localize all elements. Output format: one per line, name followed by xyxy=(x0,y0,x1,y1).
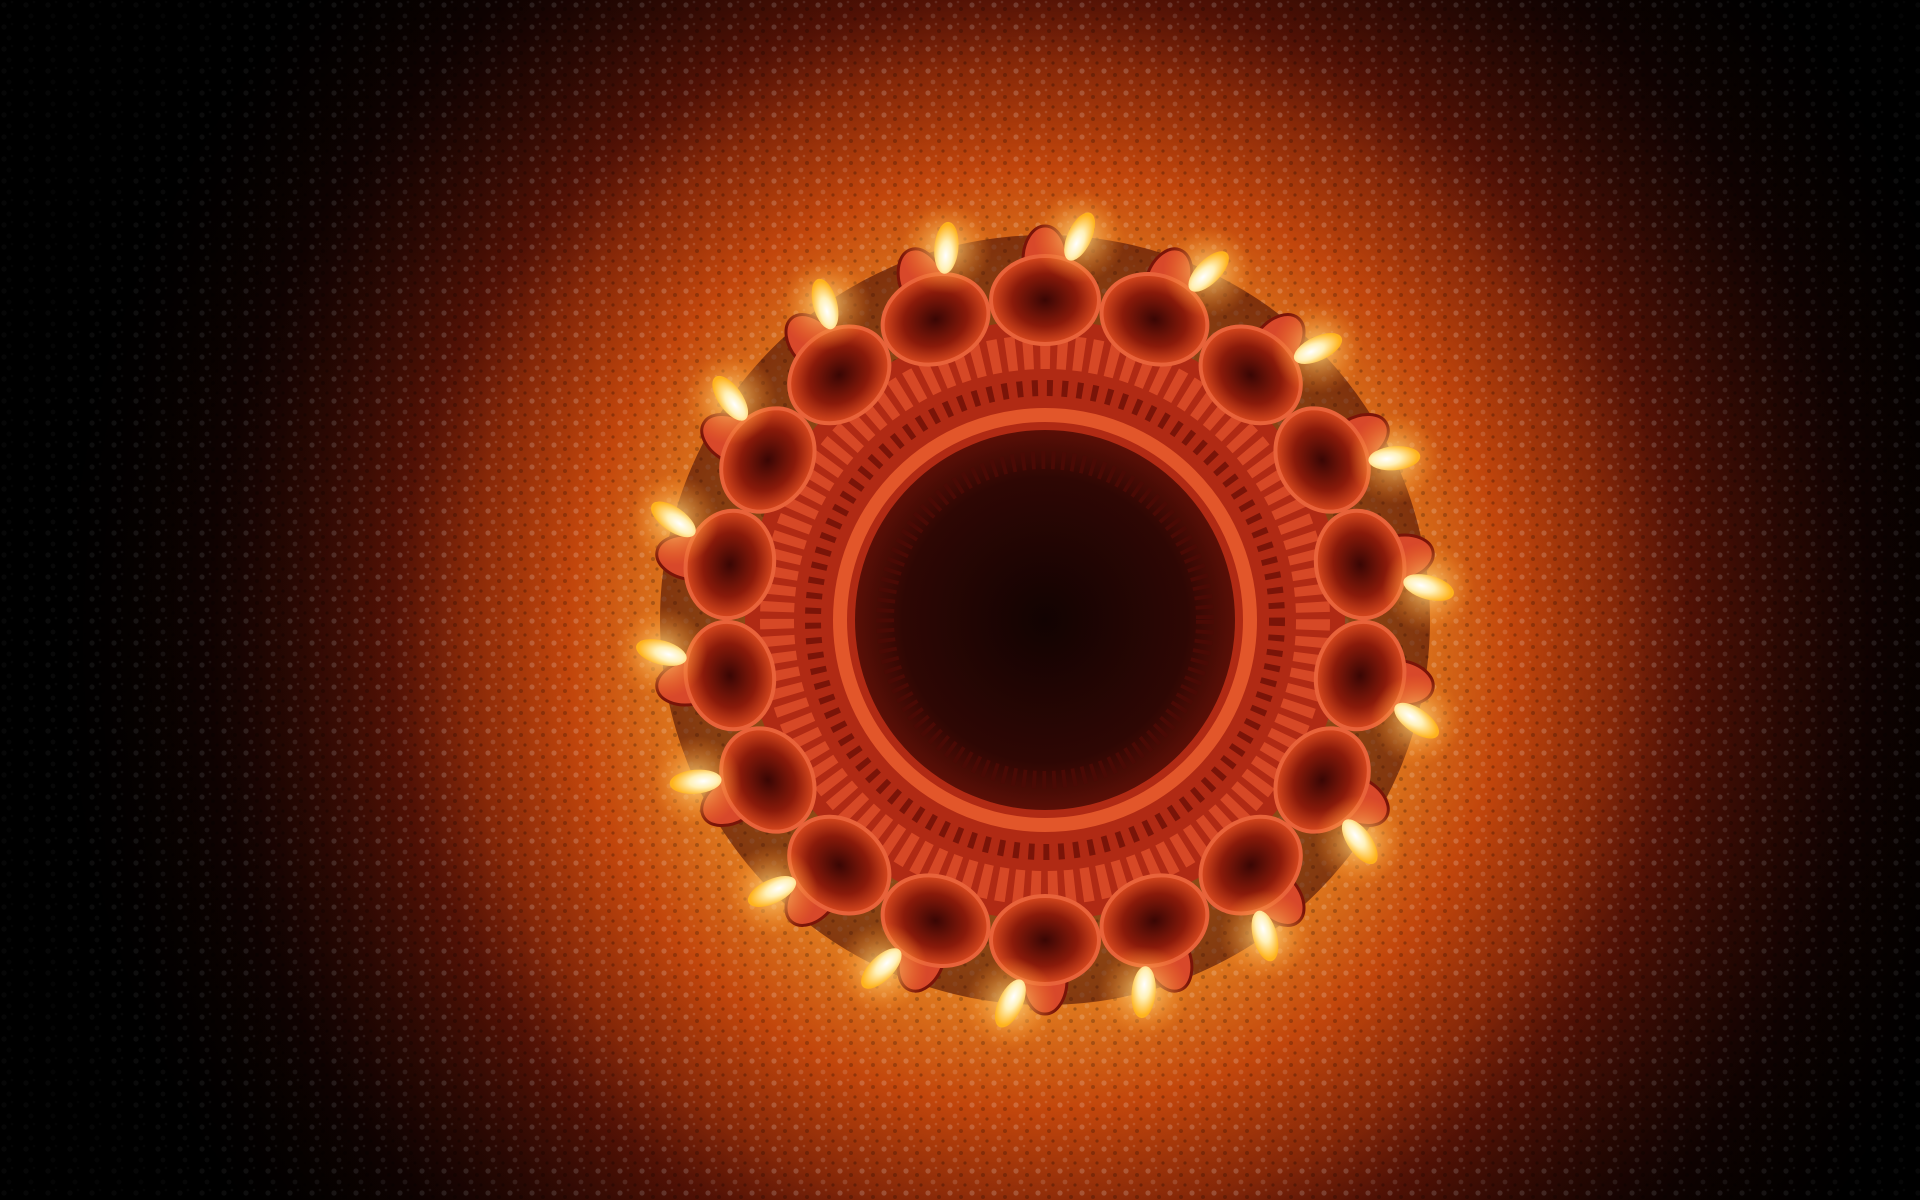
oil-lamp xyxy=(779,258,892,426)
oil-lamp xyxy=(964,894,1101,1050)
oil-lamp xyxy=(1273,726,1406,888)
oil-lamp xyxy=(1097,873,1210,1039)
flame xyxy=(861,948,902,989)
oil-lamp xyxy=(1273,406,1441,514)
flame xyxy=(1293,333,1343,364)
flame xyxy=(747,876,797,907)
oil-lamp xyxy=(835,873,991,1015)
flame xyxy=(1368,446,1421,471)
flame xyxy=(651,501,696,538)
oil-lamp xyxy=(1198,814,1311,982)
oil-lamp xyxy=(880,201,993,367)
flame xyxy=(1131,966,1156,1019)
diya-bowl-ridges xyxy=(876,451,1214,789)
oil-lamp xyxy=(989,190,1126,346)
flame xyxy=(669,769,722,794)
flame xyxy=(1394,702,1439,739)
flame xyxy=(1341,819,1378,865)
oil-lamp xyxy=(649,726,817,834)
diya-ring xyxy=(615,190,1475,1050)
flame xyxy=(1188,251,1229,292)
oil-lamp xyxy=(1198,302,1364,426)
flame xyxy=(1064,212,1096,261)
diya-center-bowl xyxy=(855,430,1235,810)
oil-lamp xyxy=(1313,508,1475,634)
oil-lamp xyxy=(1313,619,1463,767)
oil-lamp xyxy=(726,814,892,938)
oil-lamp xyxy=(615,606,777,732)
oil-lamp xyxy=(1099,225,1255,367)
flame xyxy=(712,375,749,421)
oil-lamp xyxy=(684,352,817,514)
flame xyxy=(994,979,1026,1028)
flame xyxy=(1403,574,1454,601)
flame xyxy=(811,278,839,330)
diya-carved-band xyxy=(760,335,1330,905)
diya-lamps xyxy=(615,190,1475,1050)
flame xyxy=(636,639,687,666)
oil-lamp xyxy=(627,473,777,621)
flame xyxy=(1251,910,1279,962)
flame xyxy=(934,221,959,274)
diya-carved-band-inner xyxy=(805,380,1285,860)
diya-rim xyxy=(833,408,1257,832)
